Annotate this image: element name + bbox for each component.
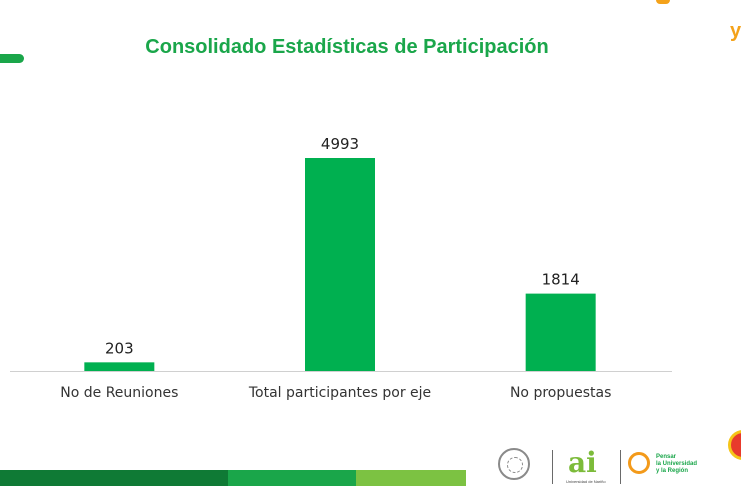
slide-title: Consolidado Estadísticas de Participació… [145, 36, 549, 58]
category-tick-label: No propuestas [510, 385, 611, 401]
footer-stripe-mid [228, 470, 356, 486]
bar [84, 362, 155, 371]
category-tick-label: Total participantes por eje [248, 385, 431, 401]
corner-logo-fragment-right: у [730, 20, 741, 42]
corner-logo-fragment [656, 0, 670, 4]
data-label: 203 [105, 339, 134, 357]
data-label: 4993 [321, 135, 359, 153]
university-seal-logo [498, 448, 530, 480]
ai-logo: ai [568, 446, 597, 479]
bar [305, 158, 375, 371]
accent-bar [0, 54, 24, 63]
logo-divider [620, 450, 621, 484]
institution-logos: ai Universidad de Nariño Pensar la Unive… [494, 444, 741, 486]
footer-stripe-dark [0, 470, 228, 486]
footer-stripe-light [356, 470, 466, 486]
pensar-logo-text: Pensar la Universidad y la Región [656, 454, 698, 474]
logo-divider [552, 450, 553, 484]
ai-logo-subtitle: Universidad de Nariño [566, 479, 606, 484]
pensar-logo-mark [628, 452, 650, 474]
bar [525, 293, 596, 371]
data-label: 1814 [542, 271, 580, 289]
category-tick-label: No de Reuniones [60, 385, 178, 401]
